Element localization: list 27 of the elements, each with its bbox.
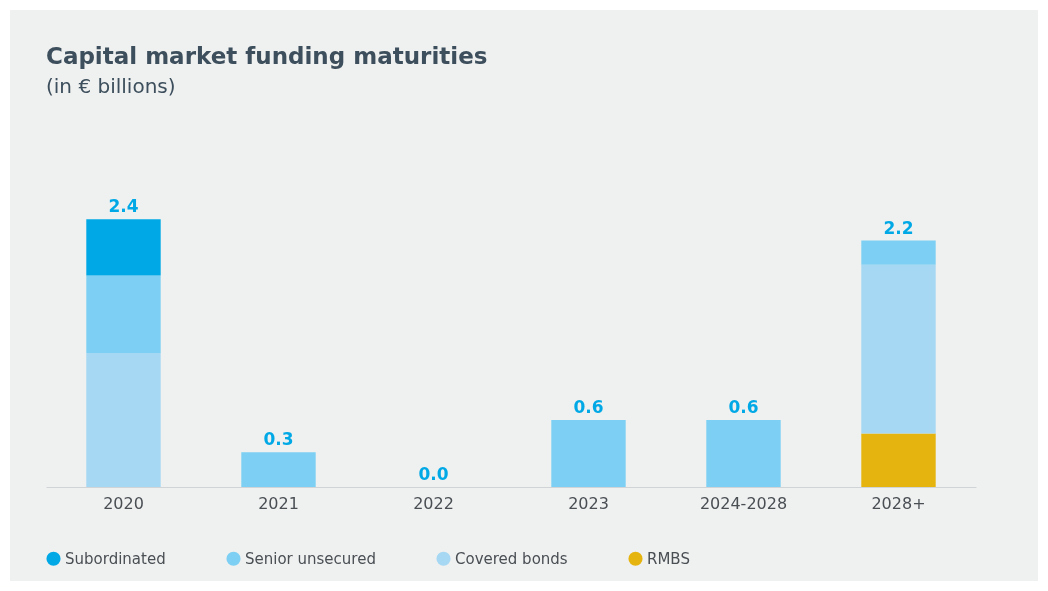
annotation: 2.4 (108, 196, 139, 217)
x-tick-label: 2028+ (871, 493, 926, 513)
x-tick-label: 2020 (103, 493, 144, 513)
bar (241, 452, 316, 487)
bar (86, 353, 161, 487)
legend-label: Subordinated (65, 549, 166, 568)
bar (861, 433, 936, 487)
x-tick-label: 2024-2028 (699, 493, 788, 513)
annotation: 0.3 (263, 429, 294, 450)
legend-label: Senior unsecured (245, 549, 376, 568)
legend-label: RMBS (647, 549, 690, 568)
bar (706, 420, 781, 487)
bar (861, 240, 936, 265)
chart-title: Capital market funding maturities (46, 43, 488, 69)
chart-subtitle: (in € billions) (46, 74, 176, 98)
annotation: 0.6 (573, 397, 604, 418)
annotation: 2.2 (883, 217, 914, 238)
x-tick-label: 2023 (568, 493, 609, 513)
x-tick-label: 2022 (413, 493, 454, 513)
legend-label: Covered bonds (455, 549, 568, 568)
bar (861, 264, 936, 434)
bar (86, 219, 161, 276)
annotation: 0.0 (418, 464, 449, 484)
annotation: 0.6 (728, 397, 759, 418)
bar (86, 275, 161, 354)
x-tick-label: 2021 (258, 493, 299, 513)
bar (551, 420, 626, 487)
